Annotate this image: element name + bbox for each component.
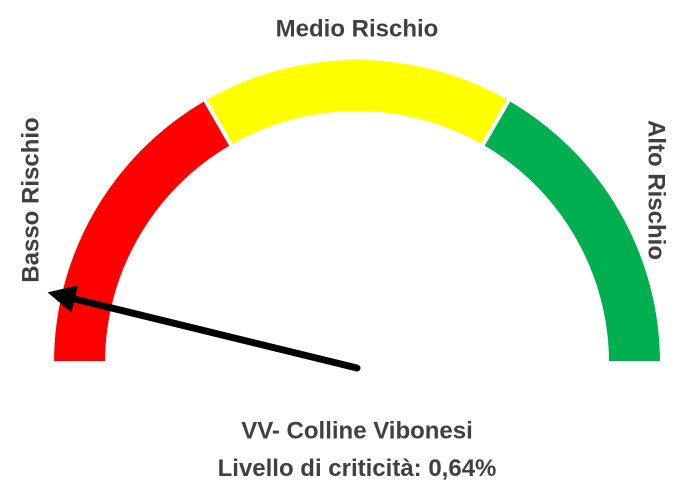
- gauge-title: VV- Colline Vibonesi: [241, 417, 473, 444]
- value-caption: Livello di criticità: 0,64%: [218, 455, 497, 482]
- gauge-band: [482, 99, 662, 363]
- gauge-chart: VV- Colline Vibonesi Livello di criticit…: [0, 0, 685, 486]
- caption-text: Livello di criticità:: [218, 455, 422, 482]
- value-label: 0,64%: [428, 455, 496, 482]
- band-label: Basso Rischio: [17, 117, 44, 282]
- needle: [69, 298, 357, 368]
- gauge-band: [52, 99, 232, 363]
- gauge-band: [205, 58, 510, 146]
- band-label: Alto Rischio: [643, 120, 670, 260]
- band-label: Medio Rischio: [276, 15, 439, 42]
